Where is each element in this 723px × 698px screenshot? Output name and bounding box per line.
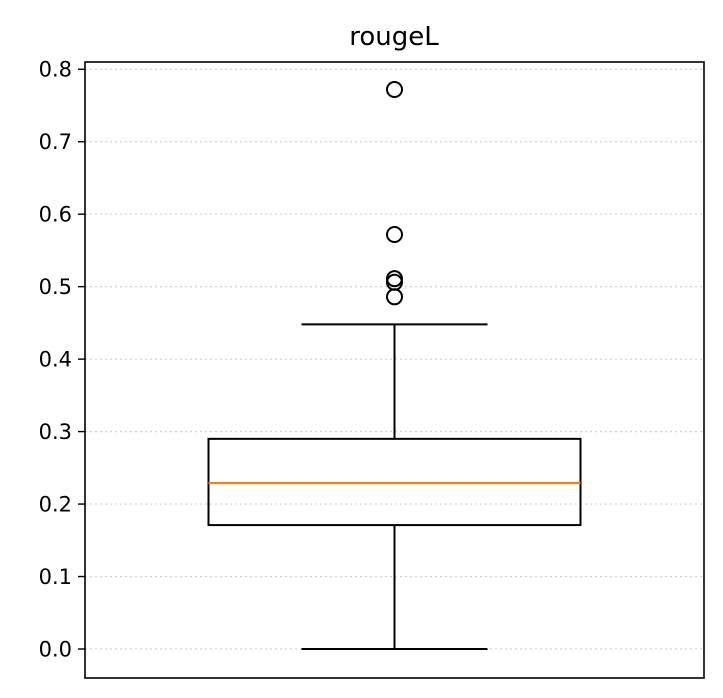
y-tick-label: 0.4: [39, 348, 72, 372]
box: [207, 81, 582, 651]
chart-title: rougeL: [349, 22, 439, 52]
grid-lines: [85, 68, 704, 650]
y-tick-label: 0.1: [39, 565, 72, 589]
outlier-point: [386, 270, 403, 288]
y-axis-ticks: 0.0 0.1 0.2 0.3 0.4 0.5 0.6 0.7 0.8: [39, 58, 85, 662]
plot-frame: [84, 61, 705, 679]
y-tick-label: 0.8: [39, 58, 72, 82]
y-tick-label: 0.7: [39, 130, 72, 154]
y-tick-label: 0.0: [39, 638, 72, 662]
outlier-point: [386, 225, 403, 243]
outlier-point: [386, 273, 403, 291]
y-tick-label: 0.5: [39, 275, 72, 299]
y-tick-label: 0.3: [39, 420, 72, 444]
y-tick-label: 0.2: [39, 493, 72, 517]
outlier-point: [386, 81, 403, 99]
outlier-point: [386, 288, 403, 306]
y-tick-label: 0.6: [39, 203, 72, 227]
box-plot: [207, 81, 582, 651]
